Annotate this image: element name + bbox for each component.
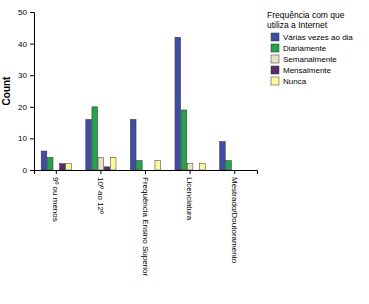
tick: 30 — [18, 71, 34, 80]
tick-label: Licenciatura — [185, 177, 194, 221]
bar — [187, 164, 193, 170]
bar — [181, 110, 187, 170]
bar — [130, 119, 136, 170]
legend-label: Nunca — [283, 77, 307, 86]
bar — [41, 151, 47, 170]
axis-title: Count — [1, 76, 12, 106]
bar — [66, 164, 72, 170]
tick: Licenciatura — [185, 170, 194, 221]
tick-mark — [56, 170, 57, 174]
legend-item: Várias vezes ao dia — [271, 33, 353, 42]
bar — [86, 119, 92, 170]
tick-mark — [30, 138, 34, 139]
tick-mark — [190, 170, 191, 174]
bar — [110, 157, 116, 170]
y-axis: 0 10 20 30 40 50 — [18, 8, 34, 175]
bar — [200, 164, 206, 170]
tick: 10 — [18, 134, 34, 143]
tick-mark — [30, 75, 34, 76]
tick: 20 — [18, 103, 34, 112]
tick-label: 30 — [18, 71, 27, 80]
tick-mark — [30, 44, 34, 45]
tick-label: 10º ao 12º — [96, 177, 105, 214]
tick-mark — [30, 107, 34, 108]
legend-swatch — [271, 33, 279, 41]
tick-mark — [30, 170, 34, 171]
bar — [98, 157, 104, 170]
legend-title: Frequência com queutiliza a Internet — [267, 10, 345, 30]
bar — [220, 142, 226, 170]
tick-label: Frequência Ensino Superior — [141, 177, 150, 277]
legend: Frequência com queutiliza a Internet Vári… — [267, 10, 353, 86]
bar — [92, 107, 98, 170]
bar — [104, 167, 110, 170]
axis-line — [30, 13, 35, 171]
legend-label: Várias vezes ao dia — [283, 33, 353, 42]
bar — [137, 161, 143, 170]
plot: 0 10 20 30 40 50 9º ou menos 10º ao 12º Frequênc… — [18, 8, 257, 276]
legend-item: Mensalmente — [271, 66, 332, 75]
tick-mark — [145, 170, 146, 174]
tick: Mestrado/Doutoramento — [230, 170, 239, 264]
bar — [60, 164, 66, 170]
legend-swatch — [271, 66, 279, 74]
bars — [41, 37, 231, 170]
legend-swatch — [271, 55, 279, 63]
tick-label: 9º ou menos — [52, 177, 61, 222]
legend-swatch — [271, 44, 279, 52]
x-axis: 9º ou menos 10º ao 12º Frequência Ensino S… — [35, 170, 258, 277]
tick-label: Mestrado/Doutoramento — [230, 177, 239, 264]
tick: 10º ao 12º — [96, 170, 105, 214]
legend-item: Semanalmente — [271, 55, 337, 64]
bar — [155, 161, 161, 170]
tick: 9º ou menos — [52, 170, 61, 222]
tick-label: 10 — [18, 134, 27, 143]
chart: 0 10 20 30 40 50 9º ou menos 10º ao 12º Frequênc… — [0, 0, 369, 304]
tick-label: 50 — [18, 8, 27, 17]
legend-label: Diariamente — [283, 44, 327, 53]
legend-item: Diariamente — [271, 44, 327, 53]
tick-label: 20 — [18, 103, 27, 112]
legend-swatch — [271, 77, 279, 85]
tick-label: 0 — [23, 166, 28, 175]
bar — [226, 161, 232, 170]
tick-mark — [30, 12, 34, 13]
tick: 40 — [18, 40, 34, 49]
tick: 50 — [18, 8, 34, 17]
bar — [47, 157, 53, 170]
tick-label: 40 — [18, 40, 27, 49]
legend-label: Semanalmente — [283, 55, 337, 64]
legend-item: Nunca — [271, 77, 307, 86]
axis-line — [35, 171, 258, 175]
bar — [175, 37, 181, 170]
tick-mark — [234, 170, 235, 174]
legend-label: Mensalmente — [283, 66, 332, 75]
tick-mark — [100, 170, 101, 174]
tick: 0 — [23, 166, 34, 175]
tick: Frequência Ensino Superior — [141, 170, 150, 277]
